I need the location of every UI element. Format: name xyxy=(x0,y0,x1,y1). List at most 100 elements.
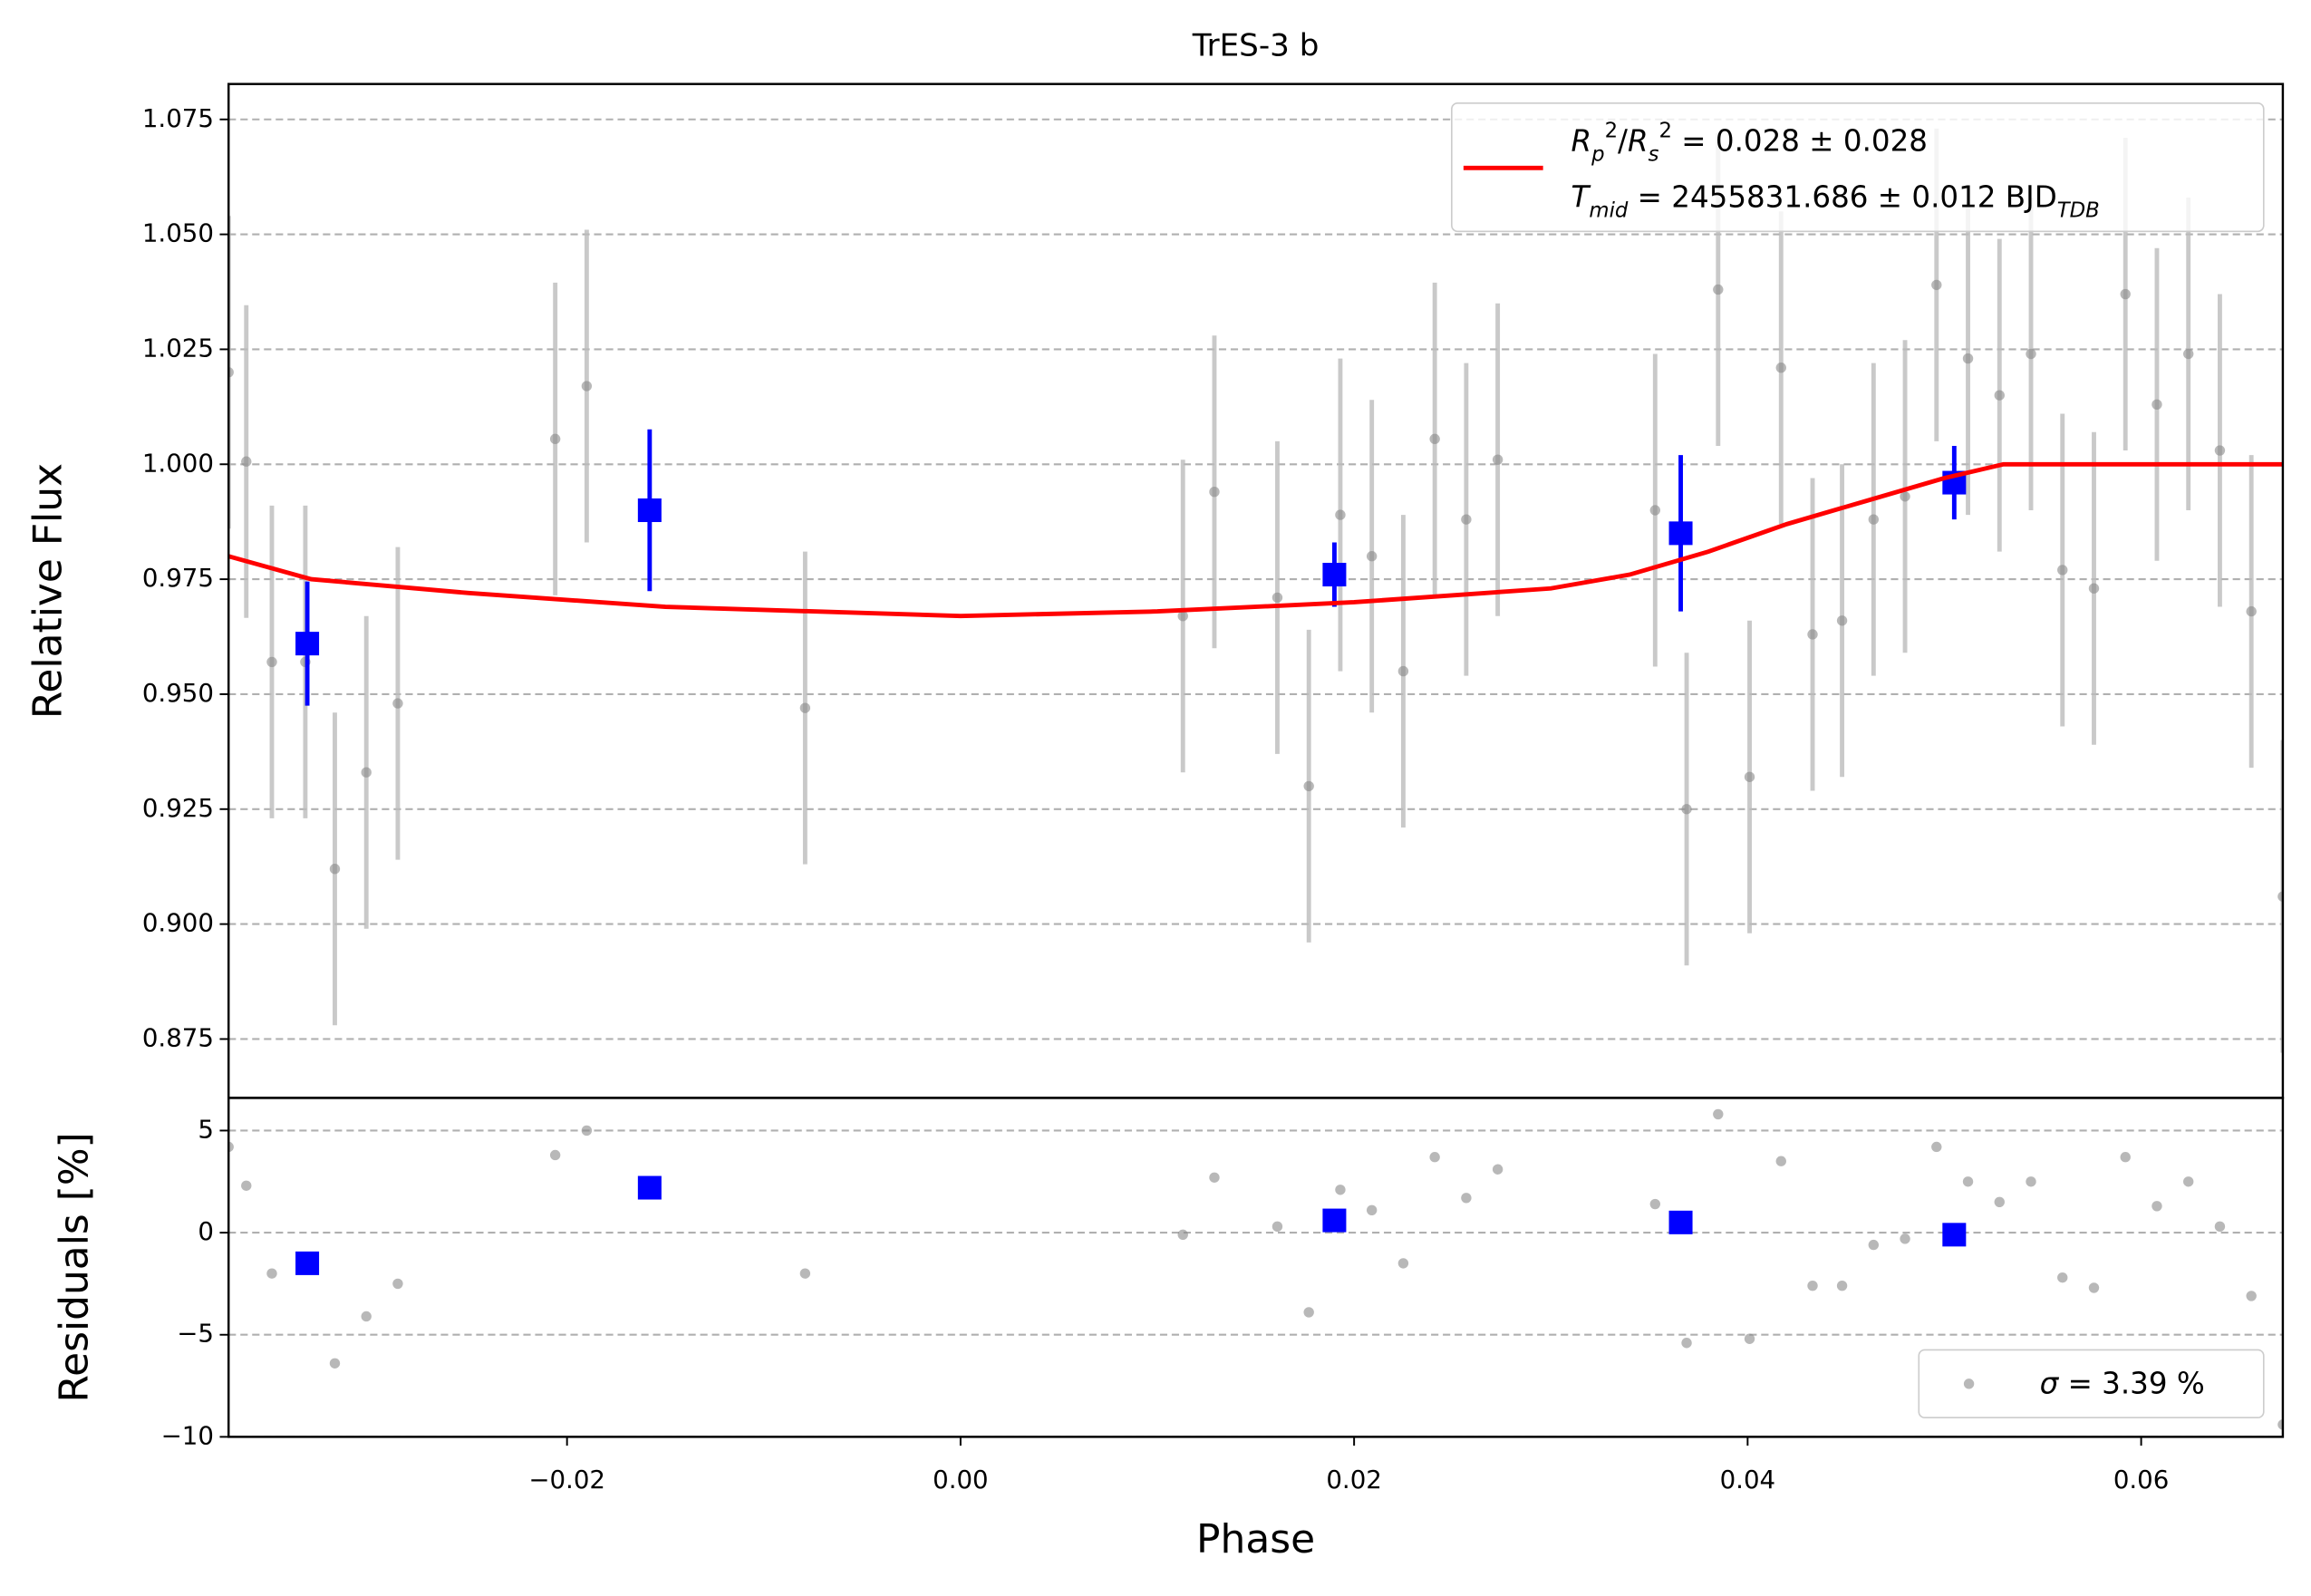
data-point xyxy=(266,656,277,668)
data-point xyxy=(1492,1164,1504,1175)
legend-text-part: R xyxy=(1571,124,1592,159)
data-point xyxy=(2120,288,2131,300)
data-point xyxy=(1303,1307,1314,1318)
data-point xyxy=(799,702,811,713)
data-point xyxy=(1209,487,1220,498)
data-point xyxy=(2151,399,2162,411)
x-tick-label: 0.02 xyxy=(1326,1465,1382,1494)
data-point xyxy=(1429,433,1440,445)
binned-point xyxy=(295,632,320,656)
data-point xyxy=(1836,615,1848,626)
data-point xyxy=(1994,1196,2005,1207)
legend-text-part: 2 xyxy=(1658,119,1671,142)
data-point xyxy=(1209,1172,1220,1183)
binned-point xyxy=(1322,1208,1347,1233)
data-point xyxy=(1713,1108,1724,1120)
data-point xyxy=(2026,348,2036,360)
panel: 5 0 −5 −10 −0.02 0.00 0.02 0.04 0.06 σ = 3.39 % xyxy=(161,1097,2285,1494)
data-point xyxy=(1807,629,1818,640)
y-axis-label: Residuals [%] xyxy=(52,1132,98,1402)
data-point xyxy=(2183,348,2194,360)
legend-text-part: / xyxy=(1618,124,1628,159)
data-point xyxy=(2277,891,2283,902)
data-point xyxy=(361,1311,372,1322)
data-point xyxy=(1713,284,1724,295)
data-point xyxy=(1272,1221,1283,1233)
data-point xyxy=(581,381,593,392)
data-point xyxy=(361,767,372,778)
data-point xyxy=(2057,565,2068,576)
data-point xyxy=(1177,611,1188,622)
y-tick-label: 0.975 xyxy=(142,563,214,593)
legend-text-part: T xyxy=(1571,180,1591,215)
legend-text-part: R xyxy=(1628,124,1649,159)
data-point xyxy=(1492,454,1504,465)
data-point xyxy=(1744,771,1755,782)
model-curve xyxy=(228,461,2283,619)
data-point xyxy=(1900,491,1910,502)
legend-text-part: 2 xyxy=(1605,119,1618,142)
data-point xyxy=(1962,1176,1974,1187)
data-point xyxy=(549,1149,561,1161)
y-axis-label: Relative Flux xyxy=(24,463,71,719)
y-tick-label: 0.925 xyxy=(142,793,214,823)
data-point xyxy=(2120,1152,2131,1163)
x-axis-label: Phase xyxy=(1196,1516,1315,1562)
data-point xyxy=(1397,665,1409,677)
y-tick-label: 0 xyxy=(198,1216,214,1246)
legend-box xyxy=(1918,1349,2265,1419)
data-point xyxy=(1931,1141,1942,1153)
data-point xyxy=(1775,1156,1786,1166)
data-point xyxy=(2246,605,2257,617)
data-point xyxy=(2088,1282,2100,1293)
data-point xyxy=(2214,1221,2226,1233)
data-point xyxy=(2088,583,2100,594)
legend-text-part: TDB xyxy=(2057,198,2100,222)
data-point xyxy=(241,1180,252,1191)
data-point xyxy=(1681,804,1692,815)
binned-point xyxy=(637,498,662,523)
data-point xyxy=(2151,1201,2162,1212)
y-tick-label: 1.025 xyxy=(142,333,214,363)
data-point xyxy=(1807,1280,1818,1291)
legend-label: σ = 3.39 % xyxy=(2040,1366,2205,1400)
data-point xyxy=(1868,514,1880,525)
legend-text-part: = 2455831.686 ± 0.012 BJD xyxy=(1628,180,2056,215)
data-point xyxy=(581,1125,593,1137)
data-point xyxy=(329,864,341,875)
legend-label: Tmid = 2455831.686 ± 0.012 BJDTDB xyxy=(1571,180,2100,222)
binned-point xyxy=(1942,1223,1967,1247)
data-point xyxy=(1303,780,1314,792)
chart-title: TrES-3 b xyxy=(1192,28,1320,64)
plot-layer: 0.875 0.900 0.925 0.950 0.975 1.000 1.025 1.050… xyxy=(142,82,2285,1494)
legend-text-part: = 0.028 ± 0.028 xyxy=(1672,124,1928,159)
plot-area xyxy=(228,1108,2283,1430)
y-tick-label: 1.050 xyxy=(142,218,214,248)
data-point xyxy=(799,1268,811,1279)
binned-point xyxy=(1322,563,1347,587)
legend-box xyxy=(1451,102,2265,233)
data-point xyxy=(1272,592,1283,604)
data-point xyxy=(1397,1258,1409,1269)
data-point xyxy=(1775,363,1786,373)
binned-point xyxy=(295,1251,320,1275)
binned-point xyxy=(1668,1210,1693,1234)
data-point xyxy=(1461,514,1472,525)
data-point xyxy=(2183,1176,2194,1187)
data-point xyxy=(329,1358,341,1369)
data-point xyxy=(549,433,561,445)
data-point xyxy=(2057,1272,2068,1283)
data-point xyxy=(1962,353,1974,364)
data-point xyxy=(1429,1152,1440,1163)
y-tick-label: 0.875 xyxy=(142,1022,214,1052)
data-point xyxy=(2246,1291,2257,1301)
y-tick-label: 0.950 xyxy=(142,678,214,708)
data-point xyxy=(1994,390,2005,401)
data-point xyxy=(228,1141,234,1153)
x-tick-label: 0.06 xyxy=(2113,1465,2170,1494)
legend-text-part: mid xyxy=(1589,198,1628,222)
binned-point xyxy=(637,1175,662,1200)
x-tick-label: 0.00 xyxy=(933,1465,989,1494)
plot-area xyxy=(228,128,2283,1053)
